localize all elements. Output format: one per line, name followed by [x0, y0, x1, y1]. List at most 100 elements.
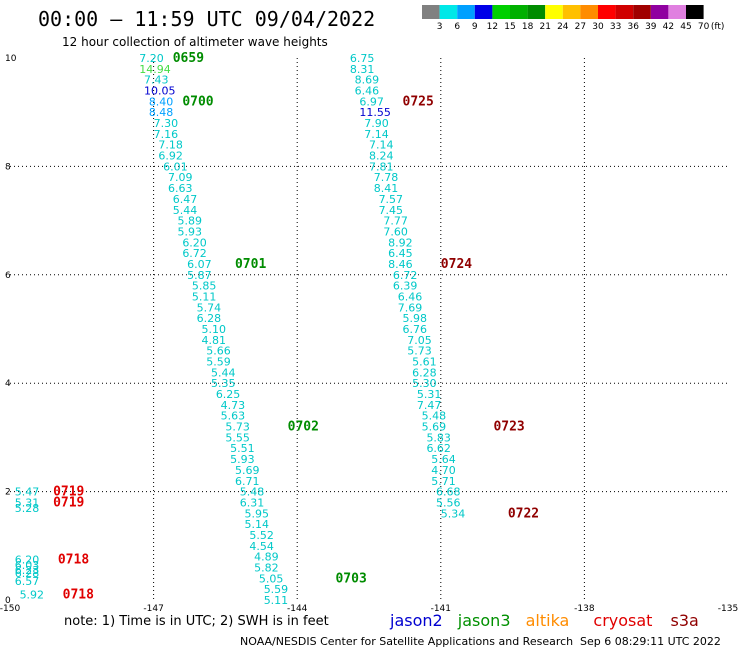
wave-height-value: 5.61 — [412, 356, 437, 369]
wave-height-value: 7.77 — [383, 215, 408, 228]
footnote: note: 1) Time is in UTC; 2) SWH is in fe… — [64, 614, 329, 629]
color-scale-swatch — [527, 5, 546, 19]
wave-height-value: 6.76 — [403, 323, 428, 336]
wave-height-value: 5.69 — [235, 464, 260, 477]
wave-height-value: 6.71 — [235, 475, 260, 488]
wave-height-value: 6.46 — [398, 290, 423, 303]
pass-time-label: 0725 — [403, 94, 434, 109]
wave-height-value: 7.69 — [398, 301, 423, 314]
wave-height-value: 6.28 — [197, 312, 222, 325]
satellite-legend: jason2 jason3 altika cryosat s3a — [389, 611, 699, 630]
y-tick-label: 8 — [5, 162, 11, 172]
wave-height-value: 5.74 — [197, 301, 222, 314]
wave-height-value: 5.14 — [245, 518, 270, 531]
satellite-label-cryosat: cryosat — [593, 611, 652, 630]
satellite-label-jason2: jason2 — [389, 611, 443, 630]
satellite-label-altika: altika — [526, 611, 570, 630]
wave-height-value: 5.10 — [201, 323, 226, 336]
color-scale-unit: (ft) — [711, 22, 725, 32]
wave-height-value: 5.64 — [431, 453, 456, 466]
color-scale-swatch — [686, 5, 704, 19]
wave-height-value: 4.70 — [431, 464, 456, 477]
wave-height-value: 6.63 — [168, 182, 193, 195]
wave-height-value: 5.11 — [192, 290, 217, 303]
wave-height-value: 5.30 — [412, 377, 437, 390]
wave-height-value: 7.20 — [139, 52, 164, 65]
pass-time-label: 0719 — [53, 485, 84, 500]
wave-height-value: 7.43 — [144, 74, 169, 87]
y-tick-label: 4 — [5, 379, 11, 389]
color-scale-swatch — [668, 5, 686, 19]
wave-height-value: 5.51 — [230, 442, 255, 455]
wave-height-value: 5.73 — [225, 421, 250, 434]
color-scale-label: 9 — [472, 22, 478, 32]
color-scale-label: 21 — [539, 22, 550, 32]
wave-height-value: 6.39 — [393, 280, 418, 293]
wave-height-value: 14.94 — [139, 63, 171, 76]
x-tick-label: -135 — [718, 604, 738, 614]
chart-title: 00:00 – 11:59 UTC 09/04/2022 — [38, 7, 375, 31]
pass-time-label: 0723 — [493, 420, 524, 435]
wave-height-value: 6.31 — [240, 496, 265, 509]
wave-height-value: 8.46 — [388, 258, 413, 271]
wave-height-value: 5.89 — [178, 215, 203, 228]
wave-height-value: 6.20 — [15, 553, 40, 566]
wave-height-value: 6.23 — [15, 564, 40, 577]
wave-height-value: 7.57 — [379, 193, 404, 206]
wave-height-value: 7.14 — [369, 139, 394, 152]
wave-height-value: 6.07 — [187, 258, 212, 271]
color-scale-swatch — [545, 5, 563, 19]
wave-height-value: 6.47 — [173, 193, 198, 206]
wave-height-value: 6.28 — [15, 567, 40, 580]
pass-time-label: 0724 — [441, 257, 472, 272]
color-scale-label: 6 — [454, 22, 460, 32]
wave-height-value: 8.24 — [369, 150, 394, 163]
color-scale-swatch — [422, 5, 440, 19]
pass-time-labels: 0659 0700 0701 0702 0703 0725 0724 0723 0722 0719… — [53, 51, 539, 603]
color-scale-swatch — [650, 5, 669, 19]
wave-height-value: 5.63 — [221, 410, 246, 423]
color-scale-label: 42 — [663, 22, 674, 32]
pass-time-label: 0700 — [182, 94, 213, 109]
wave-height-value: 5.48 — [240, 486, 265, 499]
wave-height-value: 7.16 — [154, 128, 179, 141]
wave-height-value: 6.68 — [436, 486, 461, 499]
pass-time-label: 0719 — [53, 495, 84, 510]
color-scale-label: 15 — [504, 22, 515, 32]
wave-height-value: 8.40 — [149, 95, 174, 108]
x-tick-label: -138 — [574, 604, 595, 614]
wave-height-value: 4.54 — [249, 540, 273, 553]
wave-height-value: 5.73 — [407, 345, 432, 358]
wave-height-value: 7.81 — [369, 160, 394, 173]
wave-height-value: 7.30 — [154, 117, 179, 130]
color-scale-label: 30 — [592, 22, 604, 32]
pass-time-label: 0722 — [508, 506, 539, 521]
wave-height-value: 5.93 — [230, 453, 255, 466]
y-tick-label: 6 — [5, 271, 11, 281]
wave-height-value: 5.34 — [441, 507, 466, 520]
x-tick-label: -144 — [287, 604, 308, 614]
color-scale-swatch — [492, 5, 510, 19]
wave-height-value: 5.92 — [20, 589, 45, 602]
credit-line: NOAA/NESDIS Center for Satellite Applica… — [240, 635, 573, 648]
wave-height-value: 6.46 — [355, 85, 380, 98]
color-scale-label: 3 — [437, 22, 443, 32]
wave-height-value: 7.14 — [364, 128, 389, 141]
color-scale-label: 27 — [575, 22, 586, 32]
wave-height-value: 7.45 — [379, 204, 404, 217]
wave-height-value: 5.83 — [426, 431, 451, 444]
wave-height-value: 7.05 — [407, 334, 432, 347]
wave-height-value: 5.66 — [206, 345, 231, 358]
pass-time-label: 0701 — [235, 257, 266, 272]
color-scale-label: 18 — [522, 22, 534, 32]
wave-height-value: 5.11 — [264, 594, 289, 607]
wave-height-value: 8.92 — [388, 236, 413, 249]
wave-height-value: 6.03 — [15, 559, 40, 572]
wave-height-value: 5.44 — [173, 204, 198, 217]
wave-height-value: 6.72 — [182, 247, 207, 260]
wave-height-value: 6.28 — [412, 366, 437, 379]
color-scale-legend: 3 6 9 12 15 18 21 24 27 30 33 36 39 42 45 70 (ft) — [422, 5, 724, 32]
color-scale-swatch — [562, 5, 581, 19]
satellite-label-jason3: jason3 — [457, 611, 511, 630]
wave-height-value: 6.57 — [15, 575, 40, 588]
